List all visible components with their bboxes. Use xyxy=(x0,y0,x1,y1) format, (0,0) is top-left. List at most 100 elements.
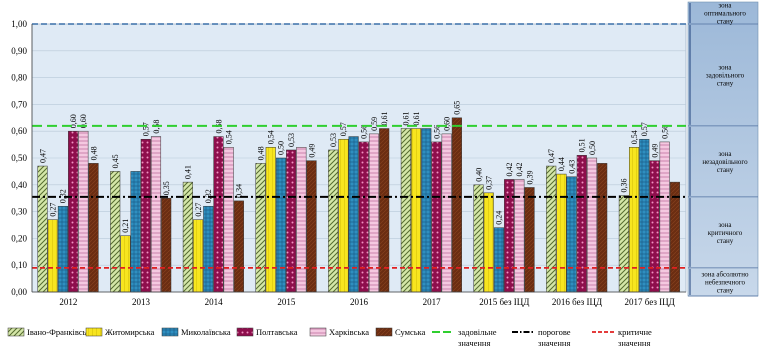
data-label: 0,61 xyxy=(412,112,421,126)
y-tick-label: 0,70 xyxy=(11,99,27,109)
x-tick-label: 2012 xyxy=(59,297,77,307)
y-tick-label: 0,20 xyxy=(11,233,27,243)
data-label: 0,50 xyxy=(277,141,286,155)
zone-label: критичного xyxy=(708,229,743,237)
legend-label: Миколаївська xyxy=(181,327,231,337)
bar xyxy=(639,139,649,292)
legend-line-label: критичне xyxy=(618,327,652,337)
data-label: 0,54 xyxy=(630,130,639,144)
data-label: 0,59 xyxy=(370,117,379,131)
data-label: 0,37 xyxy=(485,176,494,190)
bar xyxy=(670,182,680,292)
bar xyxy=(38,166,48,292)
bar xyxy=(619,196,629,292)
legend-line-label: задовільне xyxy=(458,327,497,337)
y-tick-label: 0,10 xyxy=(11,260,27,270)
bar xyxy=(131,171,141,292)
bar xyxy=(474,185,484,292)
bar xyxy=(121,236,131,292)
y-tick-label: 0,30 xyxy=(11,207,27,217)
bar xyxy=(266,147,276,292)
legend-line-label: порогове xyxy=(538,327,571,337)
legend-line-label: значення xyxy=(458,338,490,348)
zone-label: зона xyxy=(718,150,732,158)
data-label: 0,50 xyxy=(588,141,597,155)
x-tick-label: 2017 без ІЦД xyxy=(625,297,675,307)
y-tick-label: 0,50 xyxy=(11,153,27,163)
bar xyxy=(234,201,244,292)
data-label: 0,57 xyxy=(339,122,348,136)
bar xyxy=(256,163,266,292)
bar xyxy=(339,139,349,292)
y-tick-label: 0,40 xyxy=(11,180,27,190)
legend-swatch xyxy=(376,328,392,336)
data-label: 0,49 xyxy=(650,144,659,158)
data-label: 0,42 xyxy=(515,162,524,176)
data-label: 0,24 xyxy=(495,211,504,225)
legend-label: Івано-Франківська xyxy=(27,327,95,337)
legend-label: Сумська xyxy=(395,327,426,337)
bar xyxy=(161,198,171,292)
zone-label: стану xyxy=(717,286,734,294)
bar xyxy=(359,142,369,292)
data-label: 0,36 xyxy=(620,179,629,193)
bar xyxy=(110,171,120,292)
data-label: 0,56 xyxy=(360,125,369,139)
bar xyxy=(577,155,587,292)
zone-label: стану xyxy=(717,166,734,174)
zone-label: незадовільного xyxy=(702,158,748,166)
zone-label: задовільного xyxy=(706,71,745,79)
bar xyxy=(224,147,234,292)
data-label: 0,43 xyxy=(567,160,576,174)
x-tick-label: 2017 xyxy=(423,297,442,307)
data-label: 0,27 xyxy=(194,203,203,217)
bar xyxy=(546,166,556,292)
legend-label: Харківська xyxy=(329,327,369,337)
data-label: 0,45 xyxy=(111,154,120,168)
bar xyxy=(567,177,577,292)
bar xyxy=(307,161,317,292)
data-label: 0,53 xyxy=(287,133,296,147)
zone-label: зона xyxy=(718,63,732,71)
x-tick-label: 2016 xyxy=(350,297,369,307)
bar xyxy=(141,139,151,292)
legend-swatch xyxy=(310,328,326,336)
data-label: 0,54 xyxy=(267,130,276,144)
data-label: 0,56 xyxy=(660,125,669,139)
zone-label: небезпечного xyxy=(705,278,745,286)
data-label: 0,53 xyxy=(329,133,338,147)
data-label: 0,35 xyxy=(162,181,171,195)
data-label: 0,34 xyxy=(235,184,244,198)
data-label: 0,47 xyxy=(547,149,556,163)
bar xyxy=(276,158,286,292)
bar xyxy=(328,150,338,292)
bar xyxy=(48,220,58,292)
legend-swatch xyxy=(86,328,102,336)
x-tick-label: 2015 xyxy=(277,297,296,307)
data-label: 0,49 xyxy=(307,144,316,158)
bar xyxy=(193,220,203,292)
bar xyxy=(203,206,213,292)
data-label: 0,41 xyxy=(184,165,193,179)
y-tick-label: 0,00 xyxy=(11,287,27,297)
zone-label: стану xyxy=(717,237,734,245)
legend-swatch xyxy=(237,328,253,336)
data-label: 0,42 xyxy=(505,162,514,176)
zone-label: зона xyxy=(718,2,732,10)
zone-label: оптимального xyxy=(704,10,746,18)
data-label: 0,61 xyxy=(402,112,411,126)
bar xyxy=(660,142,670,292)
data-label: 0,39 xyxy=(525,170,534,184)
zone-label: зона xyxy=(718,221,732,229)
data-label: 0,44 xyxy=(557,157,566,171)
bar xyxy=(297,147,307,292)
bar xyxy=(650,161,660,292)
data-label: 0,57 xyxy=(640,122,649,136)
data-label: 0,48 xyxy=(256,146,265,160)
data-label: 0,47 xyxy=(38,149,47,163)
data-label: 0,40 xyxy=(474,168,483,182)
legend-line-label: значення xyxy=(538,338,570,348)
bar xyxy=(597,163,607,292)
data-label: 0,56 xyxy=(432,125,441,139)
